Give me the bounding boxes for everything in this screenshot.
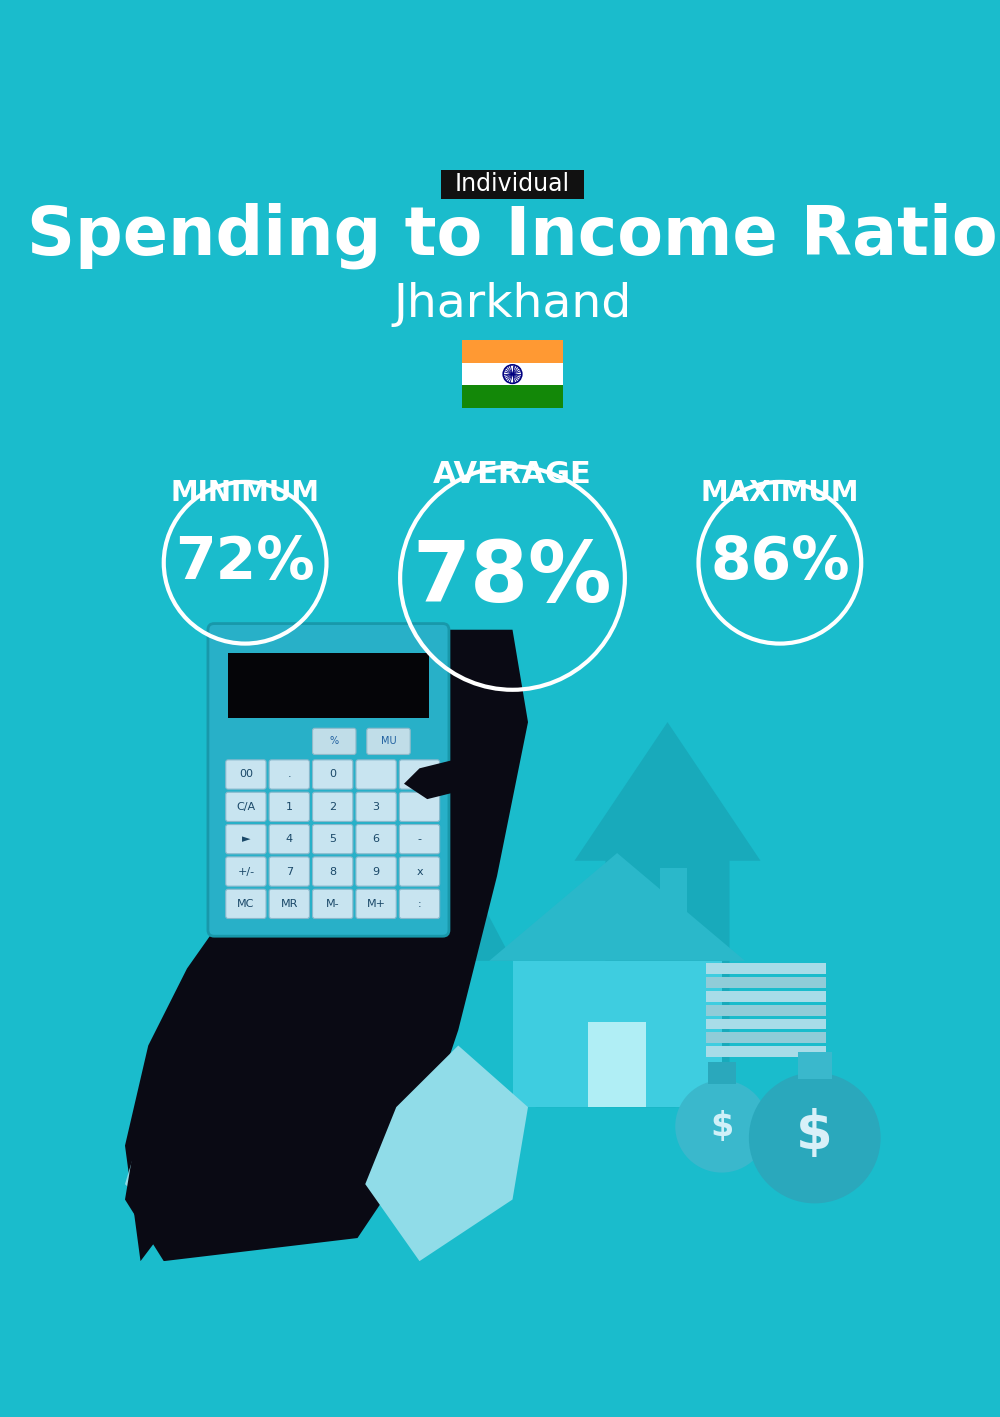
FancyBboxPatch shape	[226, 760, 266, 789]
FancyBboxPatch shape	[356, 825, 396, 854]
Text: MR: MR	[281, 898, 298, 908]
Text: Individual: Individual	[455, 171, 570, 196]
FancyBboxPatch shape	[269, 857, 309, 886]
Text: 6: 6	[373, 835, 380, 845]
Text: 0: 0	[329, 769, 336, 779]
FancyBboxPatch shape	[313, 890, 353, 918]
Polygon shape	[125, 930, 443, 1261]
FancyBboxPatch shape	[226, 792, 266, 822]
FancyBboxPatch shape	[399, 857, 440, 886]
Text: Jharkhand: Jharkhand	[393, 282, 632, 327]
Text: MC: MC	[237, 898, 255, 908]
Text: -: -	[418, 835, 422, 845]
Bar	[228, 653, 429, 718]
Text: ►: ►	[242, 835, 250, 845]
Text: 1: 1	[286, 802, 293, 812]
FancyBboxPatch shape	[441, 169, 584, 198]
Bar	[462, 385, 563, 408]
FancyBboxPatch shape	[356, 857, 396, 886]
Bar	[462, 363, 563, 385]
Text: $: $	[710, 1110, 733, 1144]
FancyBboxPatch shape	[313, 792, 353, 822]
Text: AVERAGE: AVERAGE	[433, 459, 592, 489]
Polygon shape	[536, 961, 675, 1107]
Bar	[706, 1019, 826, 1029]
Text: M-: M-	[326, 898, 340, 908]
Text: C/A: C/A	[236, 802, 255, 812]
Text: MINIMUM: MINIMUM	[171, 479, 320, 507]
Bar	[706, 1046, 826, 1057]
Text: +/-: +/-	[237, 867, 254, 877]
Text: x: x	[416, 867, 423, 877]
Bar	[706, 976, 826, 988]
FancyBboxPatch shape	[269, 825, 309, 854]
FancyBboxPatch shape	[208, 623, 449, 937]
FancyBboxPatch shape	[356, 792, 396, 822]
Bar	[660, 869, 687, 922]
FancyBboxPatch shape	[399, 825, 440, 854]
Polygon shape	[125, 629, 528, 1261]
Circle shape	[749, 1073, 881, 1203]
Text: 86%: 86%	[710, 534, 850, 591]
Bar	[462, 340, 563, 363]
Text: 78%: 78%	[413, 537, 612, 619]
Text: MAXIMUM: MAXIMUM	[701, 479, 859, 507]
Polygon shape	[365, 1046, 528, 1261]
FancyBboxPatch shape	[399, 792, 440, 822]
Text: 5: 5	[329, 835, 336, 845]
Text: .: .	[287, 769, 291, 779]
Polygon shape	[574, 723, 761, 1107]
FancyBboxPatch shape	[367, 728, 410, 754]
Text: MU: MU	[381, 737, 396, 747]
FancyBboxPatch shape	[269, 760, 309, 789]
Text: %: %	[330, 737, 339, 747]
Circle shape	[675, 1080, 768, 1173]
Text: Spending to Income Ratio: Spending to Income Ratio	[27, 203, 998, 269]
FancyBboxPatch shape	[313, 760, 353, 789]
Text: 00: 00	[239, 769, 253, 779]
FancyBboxPatch shape	[269, 792, 309, 822]
FancyBboxPatch shape	[356, 760, 396, 789]
Text: M+: M+	[367, 898, 386, 908]
Text: 7: 7	[286, 867, 293, 877]
Bar	[708, 1063, 736, 1084]
Text: 8: 8	[329, 867, 336, 877]
FancyBboxPatch shape	[313, 857, 353, 886]
FancyBboxPatch shape	[226, 825, 266, 854]
Bar	[706, 1033, 826, 1043]
Polygon shape	[489, 853, 745, 961]
Polygon shape	[342, 799, 512, 961]
FancyBboxPatch shape	[356, 890, 396, 918]
Bar	[706, 964, 826, 973]
Text: 2: 2	[329, 802, 336, 812]
Text: 72%: 72%	[175, 534, 315, 591]
FancyBboxPatch shape	[269, 890, 309, 918]
FancyBboxPatch shape	[226, 890, 266, 918]
Bar	[706, 990, 826, 1002]
Polygon shape	[404, 761, 466, 799]
Bar	[706, 1005, 826, 1016]
Text: $: $	[796, 1108, 833, 1161]
FancyBboxPatch shape	[313, 728, 356, 754]
FancyBboxPatch shape	[313, 825, 353, 854]
Text: 4: 4	[286, 835, 293, 845]
FancyBboxPatch shape	[399, 760, 440, 789]
Bar	[588, 1023, 646, 1107]
Bar	[798, 1051, 832, 1078]
Bar	[512, 961, 722, 1107]
Text: :: :	[418, 898, 421, 908]
Polygon shape	[125, 1030, 214, 1200]
Text: 3: 3	[373, 802, 380, 812]
FancyBboxPatch shape	[226, 857, 266, 886]
FancyBboxPatch shape	[399, 890, 440, 918]
Text: 9: 9	[373, 867, 380, 877]
